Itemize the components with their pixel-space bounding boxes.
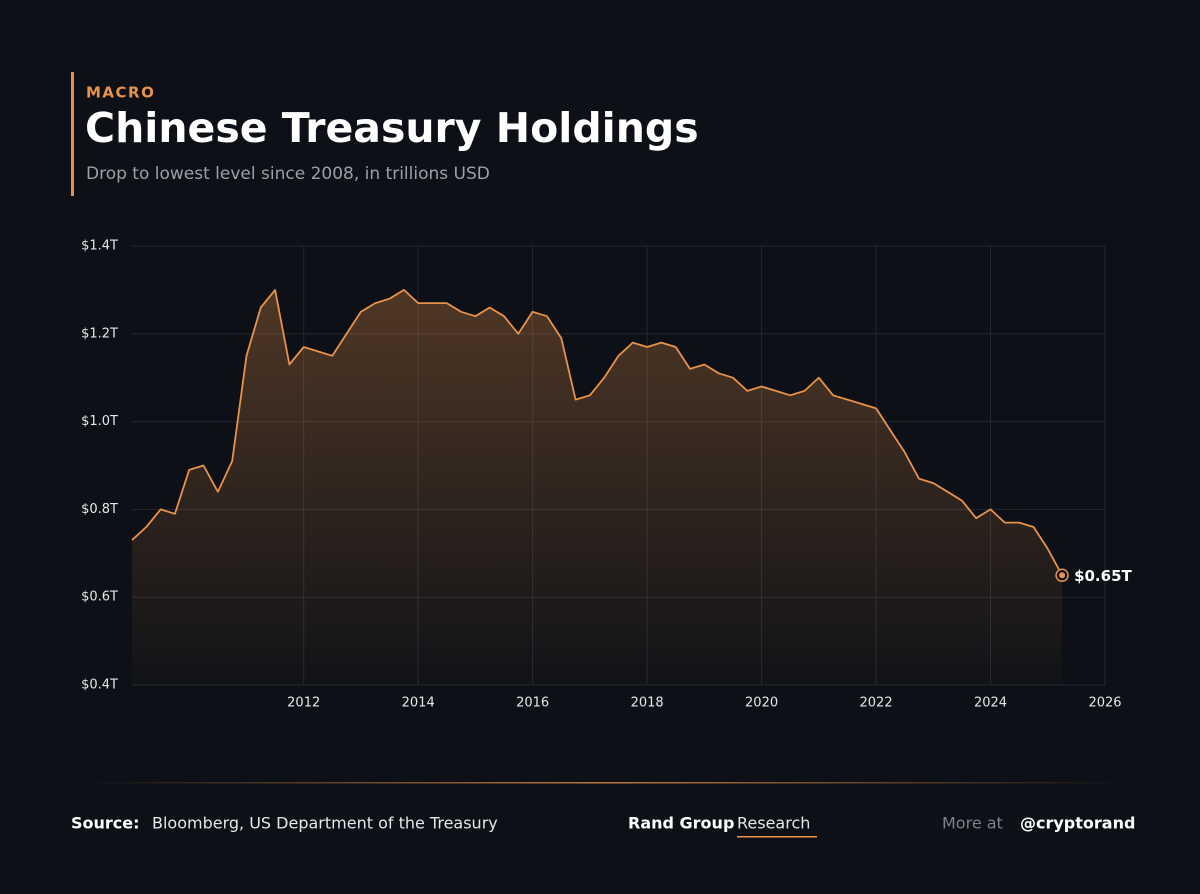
y-tick-label: $1.2T — [81, 326, 118, 341]
source: Bloomberg, US Department of the Treasury — [152, 814, 498, 833]
x-tick-label: 2016 — [516, 696, 549, 711]
divider — [80, 782, 1130, 784]
chart-title: Chinese Treasury Holdings — [85, 104, 699, 152]
brand-underline — [737, 836, 817, 838]
end-point — [1059, 572, 1066, 579]
y-tick-label: $0.6T — [81, 590, 118, 605]
brand: Rand Group — [628, 814, 734, 833]
x-tick-label: 2024 — [974, 696, 1007, 711]
x-tick-label: 2022 — [860, 696, 893, 711]
chart-subtitle: Drop to lowest level since 2008, in tril… — [86, 164, 490, 184]
handle: @cryptorand — [1020, 814, 1135, 833]
line — [131, 289, 1063, 576]
kicker: MACRO — [86, 84, 155, 102]
x-tick-label: 2026 — [1088, 696, 1121, 711]
y-tick-label: $0.8T — [81, 502, 118, 517]
plot: $0.4T $0.6T $0.8T $1.0T $1.2T $1.4T 2012 2014 20… — [81, 239, 1132, 711]
y-tick-label: $0.4T — [81, 678, 118, 693]
x-tick-label: 2020 — [745, 696, 778, 711]
brand-suffix: Research — [737, 814, 810, 833]
y-tick-label: $1.4T — [81, 239, 118, 254]
x-tick-label: 2018 — [631, 696, 664, 711]
x-tick-label: 2014 — [402, 696, 435, 711]
annotation: $0.65T — [1074, 567, 1132, 585]
accent-bar — [71, 72, 74, 196]
y-tick-label: $1.0T — [81, 414, 118, 429]
more-at: More at — [942, 814, 1003, 833]
x-tick-label: 2012 — [287, 696, 320, 711]
area — [132, 289, 1063, 685]
source-label: Source: — [71, 814, 140, 833]
